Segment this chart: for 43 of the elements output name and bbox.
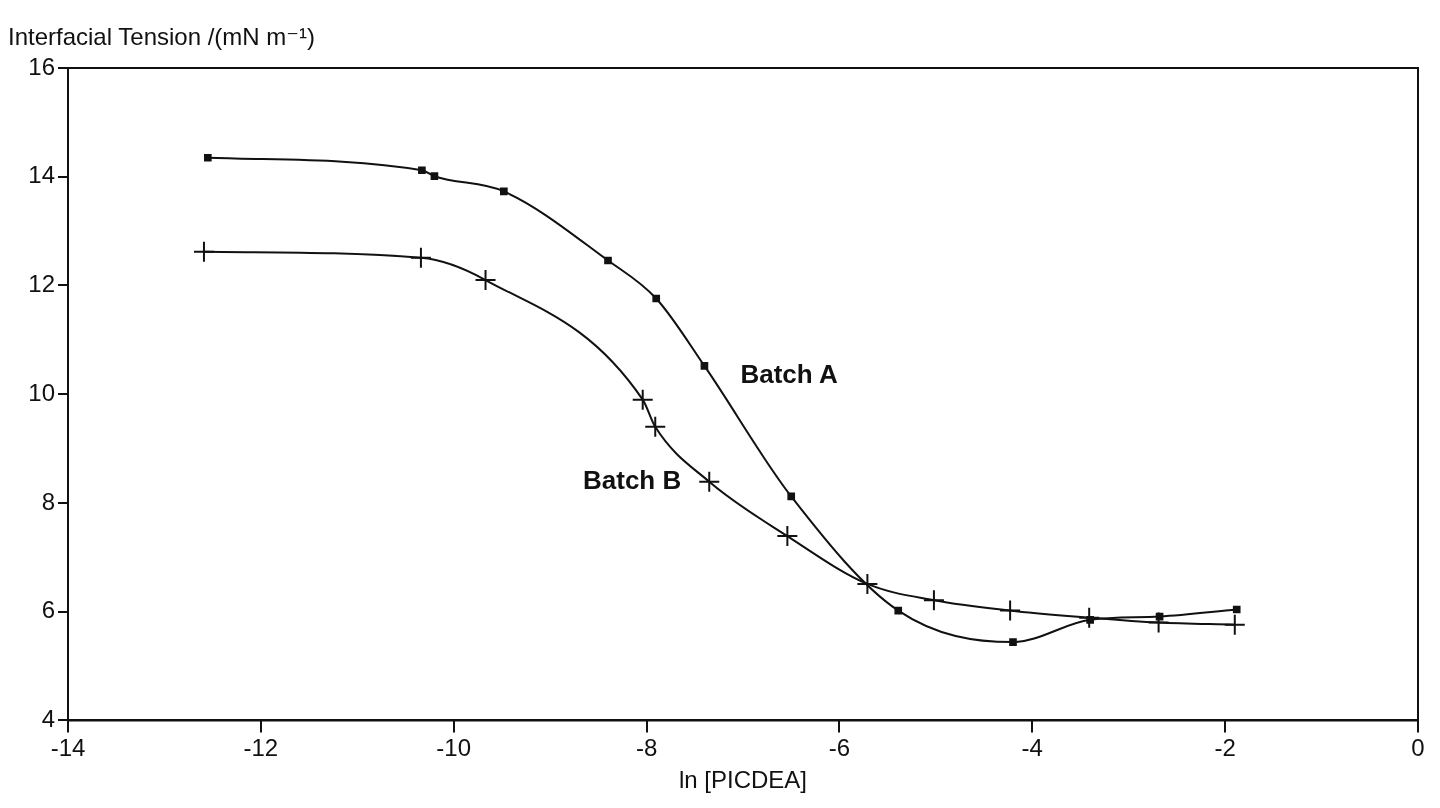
point <box>604 256 612 265</box>
series-label: Batch A <box>740 359 838 390</box>
x-tick-label: -8 <box>635 734 658 762</box>
x-tick-label: -12 <box>243 734 279 762</box>
x-tick-label: 0 <box>1411 734 1425 762</box>
point <box>203 153 212 162</box>
series-label: Batch B <box>583 464 682 495</box>
point <box>1232 605 1241 614</box>
y-tick-label: 16 <box>28 52 55 80</box>
y-tick-label: 4 <box>41 705 55 733</box>
point <box>192 240 215 263</box>
point <box>430 172 439 181</box>
point <box>700 362 709 370</box>
point <box>1078 606 1101 629</box>
point <box>418 166 426 175</box>
point <box>894 606 903 615</box>
point <box>999 599 1022 622</box>
x-tick-label: -4 <box>1021 734 1043 762</box>
point <box>631 388 654 411</box>
point <box>776 525 799 548</box>
x-axis-title: ln [PICDEA] <box>678 766 808 794</box>
point <box>500 187 508 196</box>
x-tick-label: -14 <box>50 734 86 762</box>
x-tick-label: -2 <box>1214 734 1236 762</box>
point <box>1223 613 1246 636</box>
point <box>474 269 497 292</box>
y-tick-label: 14 <box>28 161 55 189</box>
point <box>1009 638 1017 646</box>
point <box>1086 615 1094 624</box>
point <box>698 470 721 493</box>
y-tick-label: 10 <box>28 378 55 406</box>
x-tick-label: -6 <box>828 734 851 762</box>
point <box>644 415 667 438</box>
y-tick-label: 6 <box>41 596 55 624</box>
y-tick-label: 12 <box>28 270 55 298</box>
point <box>652 294 661 303</box>
y-tick-label: 8 <box>41 487 55 515</box>
y-axis-title: Interfacial Tension /(mN m⁻¹) <box>8 22 315 50</box>
point <box>856 572 879 595</box>
point <box>787 492 796 501</box>
point <box>409 246 432 269</box>
x-tick-label: -10 <box>436 734 472 762</box>
point <box>922 589 945 612</box>
